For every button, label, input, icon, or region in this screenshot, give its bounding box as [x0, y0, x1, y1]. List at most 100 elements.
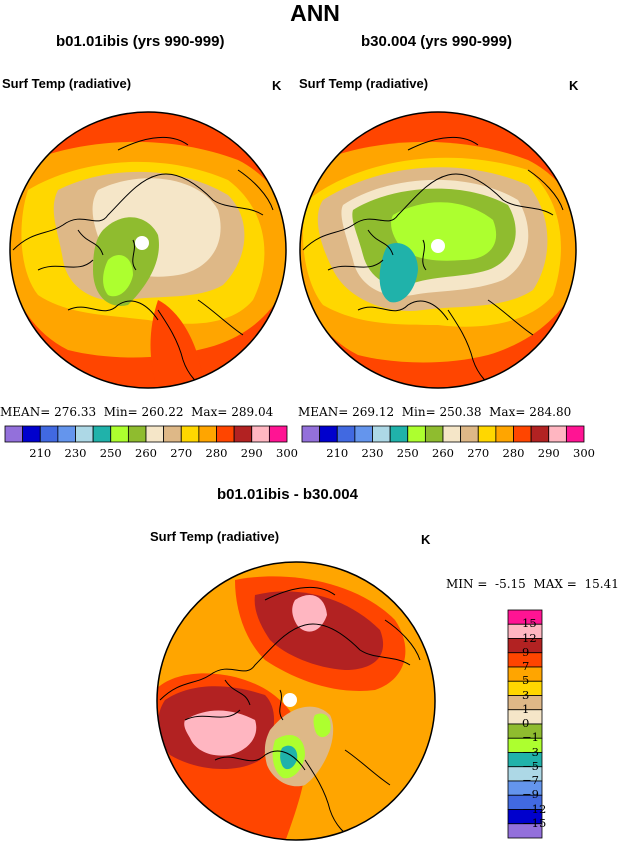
panel2-map	[299, 111, 577, 389]
colorbar-tick-label: 290	[537, 446, 560, 460]
colorbar-swatch	[319, 425, 338, 443]
colorbar-swatch	[180, 425, 200, 443]
map-region	[292, 595, 327, 632]
colorbar-tick-label: 5	[522, 673, 530, 688]
colorbar-tick-label: 230	[361, 446, 384, 460]
map-region	[103, 255, 133, 297]
panel1-colorbar-ticks: 210 230 250 260 270 280 290 300	[5, 446, 298, 462]
colorbar-swatch	[530, 425, 550, 443]
colorbar-swatch	[92, 425, 112, 443]
diff-map	[156, 561, 436, 841]
colorbar-swatch	[407, 425, 426, 443]
colorbar-swatch	[4, 425, 24, 443]
min-label: Min=	[103, 405, 138, 419]
min-value: 250.38	[439, 405, 482, 419]
map-region	[379, 242, 418, 303]
colorbar-tick-label: 270	[467, 446, 490, 460]
map-region	[184, 710, 257, 756]
panel1-unit: K	[272, 78, 282, 93]
diff-stats: MIN = -5.15 MAX = 15.41	[446, 577, 619, 591]
colorbar-swatch	[198, 425, 217, 443]
diff-title: b01.01ibis - b30.004	[217, 486, 358, 503]
colorbar-tick-label: 260	[432, 446, 454, 460]
colorbar-tick-label: 250	[396, 446, 419, 460]
colorbar-tick-label: −15	[522, 815, 547, 830]
colorbar-swatch	[477, 425, 497, 443]
min-value: 260.22	[141, 405, 184, 419]
colorbar-tick-label: 1	[522, 701, 530, 716]
max-value: 284.80	[529, 405, 572, 419]
map-region	[254, 591, 384, 670]
colorbar-swatch	[442, 425, 462, 443]
map-border	[299, 111, 577, 389]
panel1-stats: MEAN= 276.33 Min= 260.22 Max= 289.04	[0, 405, 273, 419]
panel1-title: b01.01ibis (yrs 990-999)	[56, 33, 225, 50]
colorbar-tick-label: −9	[522, 787, 539, 802]
panel2-title: b30.004 (yrs 990-999)	[361, 33, 512, 50]
coastlines	[302, 136, 564, 388]
pole-marker	[431, 239, 445, 253]
min-value: -5.15	[495, 577, 526, 591]
colorbar-tick-label: 280	[205, 446, 228, 460]
colorbar-swatch	[507, 823, 543, 839]
diff-unit: K	[421, 532, 431, 547]
pole-marker	[135, 236, 149, 250]
colorbar-tick-label: −1	[522, 730, 539, 745]
colorbar-swatch	[110, 425, 129, 443]
colorbar-tick-label: 12	[522, 630, 537, 645]
colorbar-tick-label: 230	[64, 446, 87, 460]
max-value: 289.04	[231, 405, 274, 419]
colorbar-tick-label: −5	[522, 758, 539, 773]
colorbar-tick-label: 9	[522, 644, 530, 659]
colorbar-swatch	[268, 425, 288, 443]
colorbar-swatch	[22, 425, 41, 443]
panel2-colorbar	[301, 425, 585, 443]
colorbar-tick-label: 260	[135, 446, 157, 460]
colorbar-tick-label: 300	[276, 446, 298, 460]
panel2-stats: MEAN= 269.12 Min= 250.38 Max= 284.80	[298, 405, 571, 419]
diff-colorbar	[507, 609, 543, 839]
colorbar-swatch	[548, 425, 567, 443]
colorbar-swatch	[127, 425, 147, 443]
colorbar-swatch	[513, 425, 532, 443]
panel2-subtitle: Surf Temp (radiative)	[299, 76, 429, 91]
colorbar-tick-label: 300	[573, 446, 595, 460]
map-border	[156, 561, 436, 841]
min-label: MIN =	[446, 577, 488, 591]
mean-value: 276.33	[54, 405, 97, 419]
colorbar-swatch	[301, 425, 321, 443]
max-label: Max=	[191, 405, 228, 419]
colorbar-tick-label: 7	[522, 659, 530, 673]
map-border	[9, 111, 287, 389]
map-region	[313, 713, 331, 738]
colorbar-swatch	[39, 425, 59, 443]
max-value: 15.41	[584, 577, 619, 591]
colorbar-swatch	[460, 425, 479, 443]
colorbar-tick-label: 0	[522, 716, 530, 730]
colorbar-tick-label: 250	[99, 446, 122, 460]
map-region	[150, 300, 203, 388]
colorbar-swatch	[336, 425, 356, 443]
panel1-subtitle: Surf Temp (radiative)	[2, 76, 132, 91]
diff-subtitle: Surf Temp (radiative)	[150, 529, 280, 544]
colorbar-swatch	[163, 425, 182, 443]
colorbar-swatch	[75, 425, 94, 443]
colorbar-swatch	[372, 425, 391, 443]
colorbar-swatch	[145, 425, 165, 443]
colorbar-tick-label: −7	[522, 773, 539, 787]
colorbar-swatch	[233, 425, 253, 443]
mean-label: MEAN=	[298, 405, 349, 419]
panel2-unit: K	[569, 78, 579, 93]
colorbar-tick-label: 290	[240, 446, 263, 460]
min-label: Min=	[401, 405, 436, 419]
colorbar-tick-label: 210	[29, 446, 52, 460]
colorbar-tick-label: 15	[522, 616, 537, 631]
diff-colorbar-ticks: 15 12 9 7 5 3 1 0 −1 −3 −5 −7 −9 −12 −15	[522, 610, 562, 838]
colorbar-swatch	[424, 425, 444, 443]
panel1-colorbar	[4, 425, 288, 443]
colorbar-tick-label: 210	[326, 446, 349, 460]
panel1-map	[9, 111, 287, 389]
mean-label: MEAN=	[0, 405, 51, 419]
main-title: ANN	[290, 0, 340, 26]
map-region	[280, 745, 298, 770]
